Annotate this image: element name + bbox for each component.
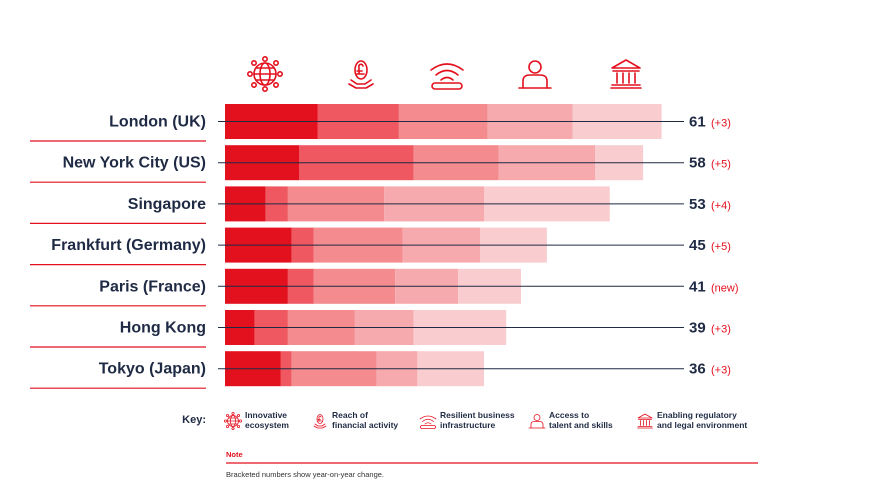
yoy-change: (+5) — [711, 241, 731, 253]
globe-network-icon — [223, 411, 243, 431]
city-label: Hong Kong — [120, 320, 206, 337]
wifi-icon — [419, 415, 437, 429]
bank-building-icon — [610, 59, 642, 89]
key-label: ecosystem — [245, 420, 289, 430]
key-label: Resilient business — [440, 410, 515, 420]
key-title: Key: — [182, 414, 206, 426]
city-label: New York City (US) — [63, 155, 206, 172]
person-icon — [518, 60, 552, 89]
score-value: 61 — [689, 114, 706, 131]
score-value: 41 — [689, 278, 706, 295]
score-value: 39 — [689, 320, 706, 337]
yoy-change: (+3) — [711, 324, 731, 336]
city-label: Paris (France) — [99, 278, 206, 295]
note-text: Bracketed numbers show year-on-year chan… — [226, 470, 384, 479]
yoy-change: (+3) — [711, 365, 731, 377]
pound-coin-icon — [348, 60, 374, 89]
key-label: Enabling regulatory — [657, 410, 737, 420]
key-label: Access to — [549, 410, 589, 420]
city-label: Singapore — [128, 196, 206, 213]
city-label: Frankfurt (Germany) — [51, 237, 206, 254]
key-label: infrastructure — [440, 420, 496, 430]
yoy-change: (new) — [711, 282, 739, 294]
yoy-change: (+5) — [711, 159, 731, 171]
city-label: London (UK) — [109, 114, 206, 131]
score-value: 58 — [689, 155, 706, 172]
key-label: and legal environment — [657, 420, 747, 430]
key-label: Reach of — [332, 410, 368, 420]
bank-building-icon — [637, 413, 653, 429]
yoy-change: (+4) — [711, 200, 731, 212]
yoy-change: (+3) — [711, 118, 731, 130]
note-label: Note — [226, 450, 243, 459]
key-label: financial activity — [332, 420, 398, 430]
pound-coin-icon — [313, 414, 327, 429]
person-icon — [528, 414, 546, 429]
key-label: talent and skills — [549, 420, 613, 430]
wifi-icon — [430, 63, 464, 90]
city-label: Tokyo (Japan) — [99, 361, 206, 378]
key-label: Innovative — [245, 410, 287, 420]
score-value: 45 — [689, 237, 706, 254]
globe-network-icon — [246, 55, 284, 93]
score-value: 36 — [689, 361, 706, 378]
score-value: 53 — [689, 196, 706, 213]
